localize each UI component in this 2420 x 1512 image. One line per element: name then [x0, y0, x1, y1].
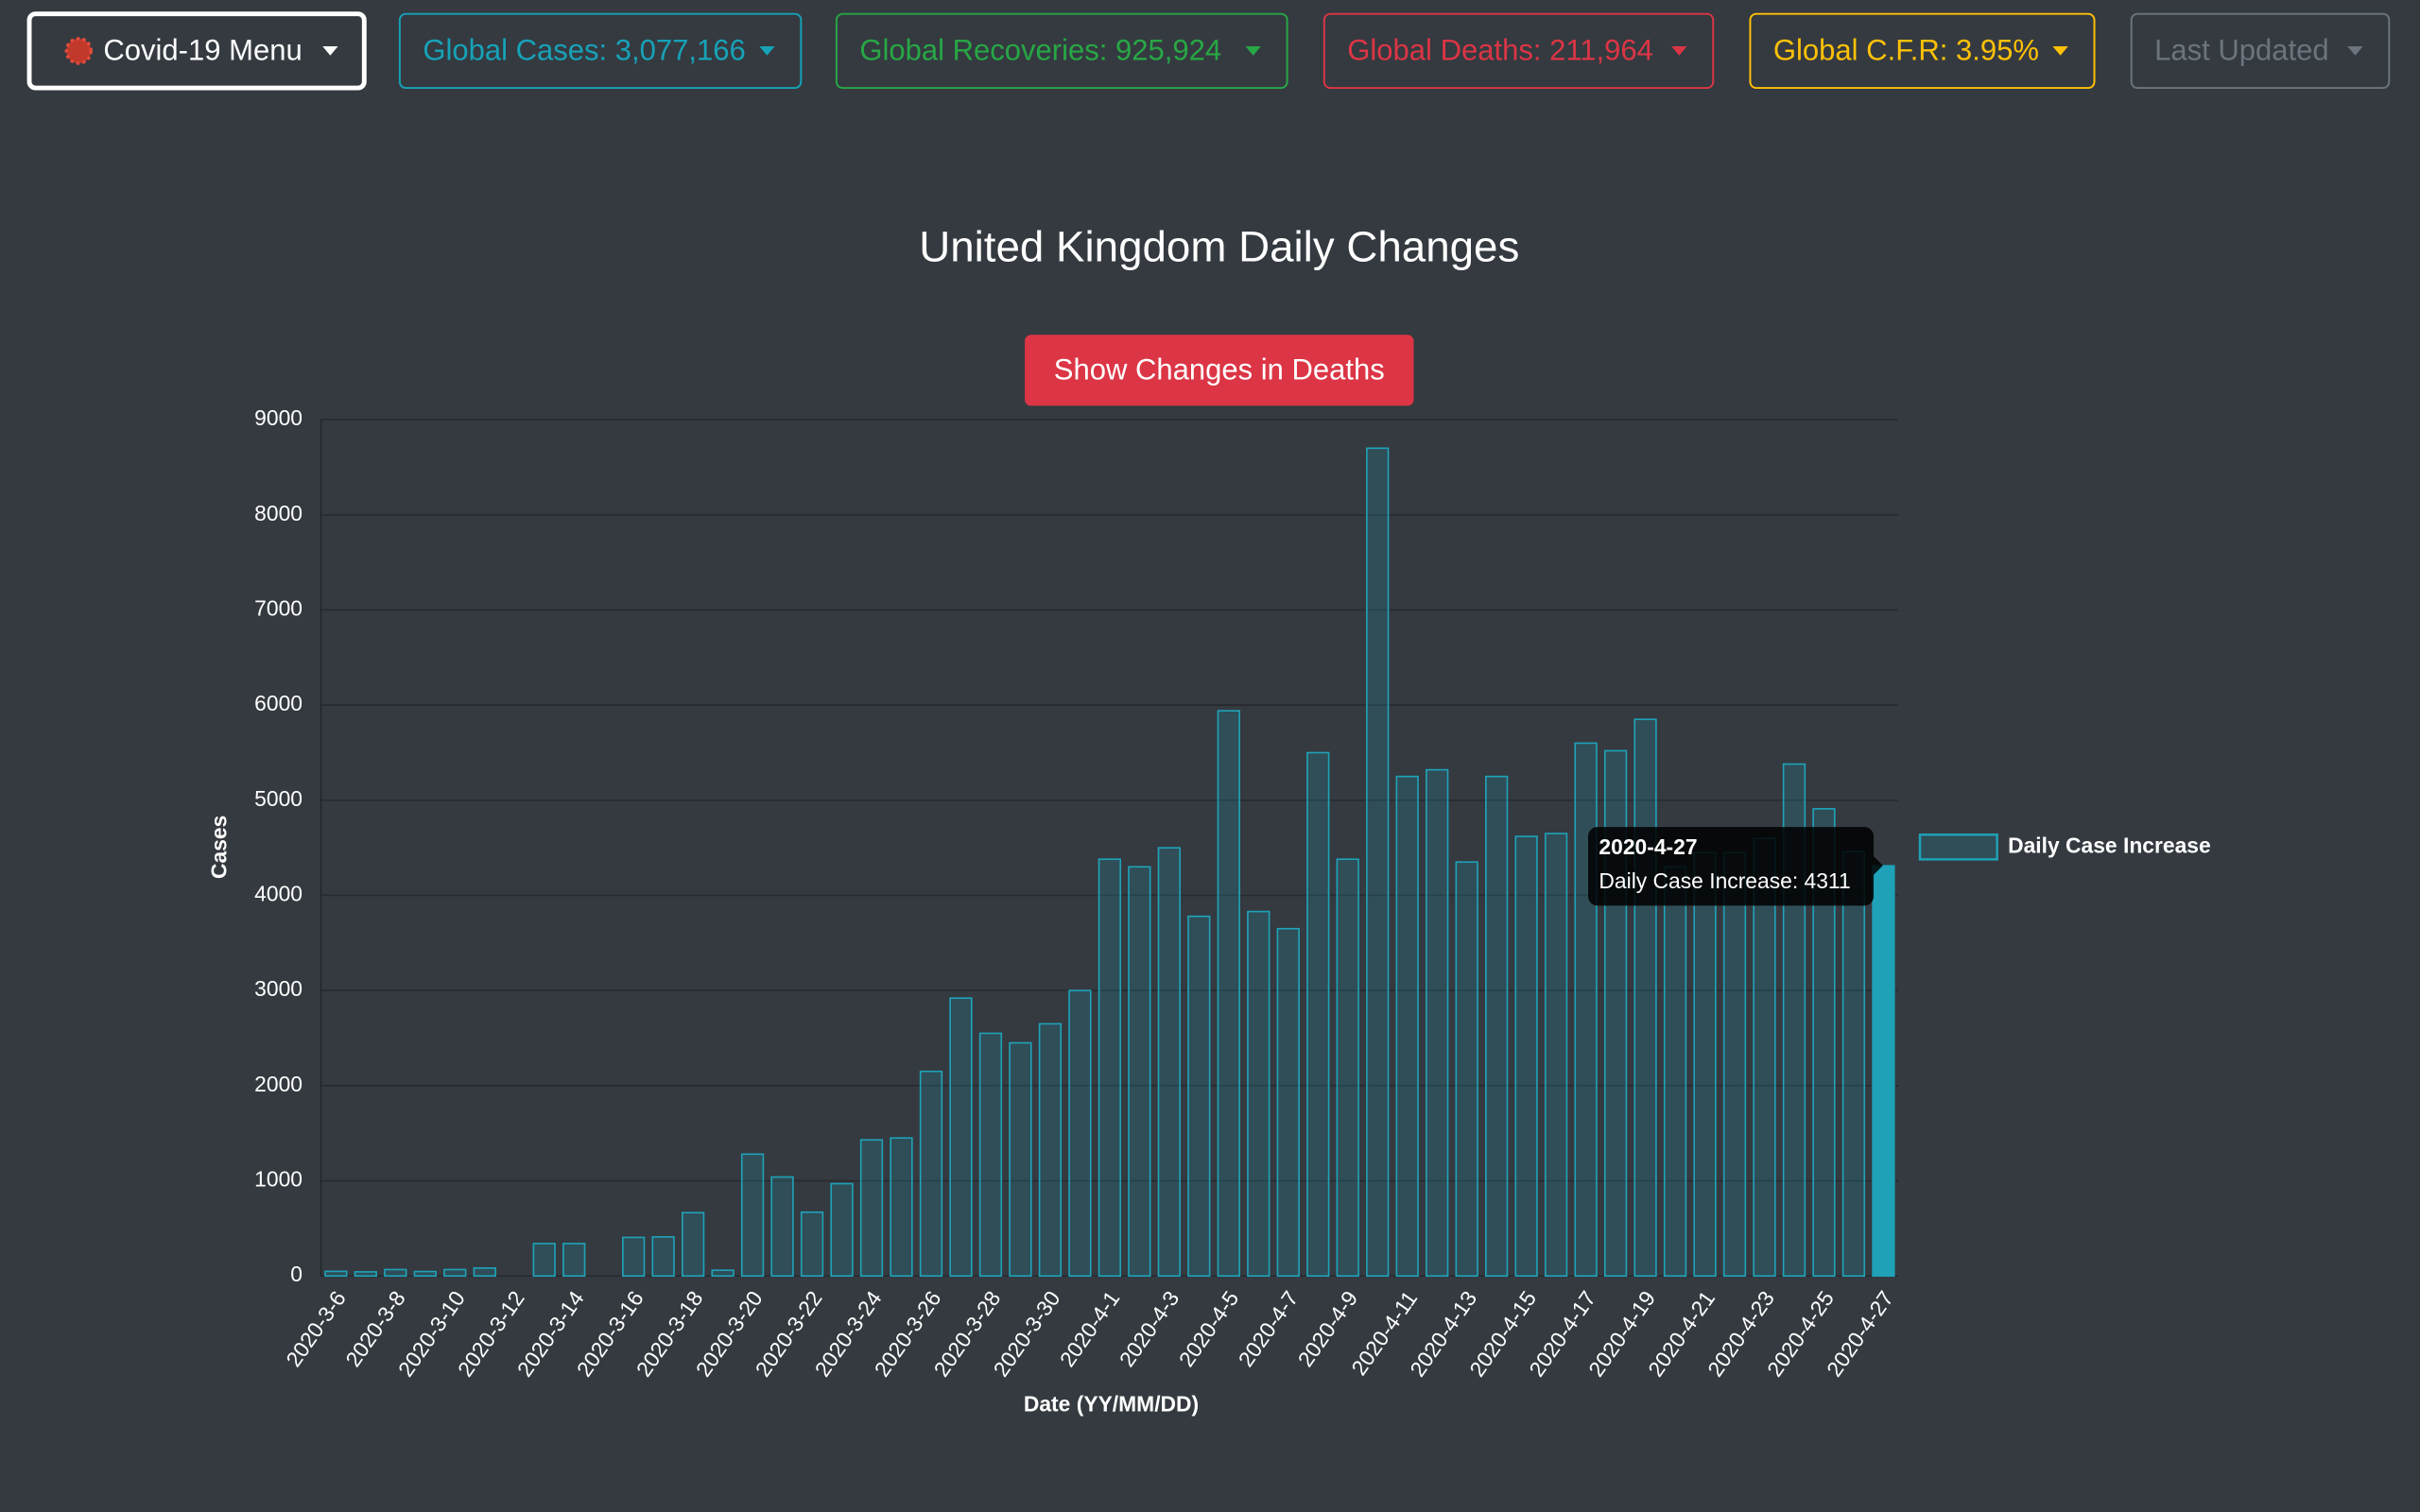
bar — [830, 1182, 854, 1278]
menu-button[interactable] — [2130, 12, 2391, 90]
menu-button-label[interactable]: Last Updated — [2154, 34, 2329, 67]
bar — [1812, 808, 1836, 1278]
tooltip — [1588, 827, 1875, 906]
menu-button-label[interactable]: Global Deaths: 211,964 — [1347, 34, 1653, 67]
bar — [532, 1243, 556, 1278]
y-tick-label: 8000 — [254, 501, 302, 525]
menu-button-label[interactable]: Global Cases: 3,077,166 — [423, 34, 745, 67]
y-axis-label: Cases — [207, 816, 232, 879]
tooltip-arrow — [1874, 856, 1883, 875]
bar — [1098, 858, 1122, 1278]
legend-label: Daily Case Increase — [2008, 833, 2211, 857]
bar — [919, 1070, 943, 1278]
bar — [1157, 847, 1181, 1278]
caret — [2052, 45, 2068, 56]
menu-button[interactable] — [398, 12, 803, 90]
bar — [1574, 742, 1598, 1278]
chart-title: United Kingdom Daily Changes — [919, 223, 1519, 271]
bar — [354, 1271, 377, 1278]
bar — [1068, 989, 1092, 1278]
toggle-button[interactable] — [1025, 335, 1414, 406]
y-tick-label: 1000 — [254, 1167, 302, 1192]
bar — [1276, 927, 1300, 1278]
bar — [1395, 775, 1419, 1278]
bar — [890, 1137, 913, 1278]
tooltip-label: Daily Case Increase: 4311 — [1599, 868, 1850, 893]
bar — [1366, 447, 1390, 1278]
y-tick-label: 2000 — [254, 1072, 302, 1096]
bar — [711, 1269, 735, 1278]
y-tick-label: 3000 — [254, 976, 302, 1001]
menu-button-label[interactable]: Covid-19 Menu — [103, 34, 302, 67]
menu-button[interactable] — [1749, 12, 2096, 90]
virus-icon — [64, 37, 93, 65]
caret — [759, 45, 775, 56]
bar — [651, 1236, 675, 1278]
bar — [1306, 751, 1330, 1278]
caret — [1245, 45, 1261, 56]
caret — [2347, 45, 2363, 56]
y-tick-label: 9000 — [254, 405, 302, 430]
bar — [562, 1243, 586, 1278]
menu-button[interactable] — [26, 11, 367, 91]
bar — [949, 997, 973, 1278]
bar — [324, 1270, 348, 1278]
bar — [1872, 865, 1895, 1278]
caret — [1671, 45, 1687, 56]
bar — [1009, 1041, 1032, 1278]
y-tick-label: 7000 — [254, 595, 302, 620]
bar — [413, 1270, 437, 1278]
bar — [770, 1176, 794, 1278]
x-axis-label: Date (YY/MM/DD) — [1024, 1391, 1199, 1416]
bar — [1544, 833, 1568, 1278]
caret — [322, 45, 338, 56]
bar — [1455, 861, 1478, 1278]
menu-button-label[interactable]: Global Recoveries: 925,924 — [859, 34, 1221, 67]
bar — [800, 1211, 824, 1278]
bar — [443, 1268, 467, 1278]
legend-swatch — [1918, 833, 1998, 861]
y-tick-label: 5000 — [254, 786, 302, 811]
bar — [1038, 1022, 1063, 1278]
menu-button[interactable] — [1322, 12, 1715, 90]
bar — [1514, 835, 1538, 1278]
bar — [1247, 910, 1270, 1278]
bar — [1217, 710, 1240, 1278]
y-tick-label: 6000 — [254, 691, 302, 715]
bar — [1634, 718, 1657, 1278]
bar — [1484, 775, 1509, 1278]
bar — [740, 1153, 765, 1278]
bar — [473, 1267, 496, 1278]
y-tick-label: 4000 — [254, 882, 302, 906]
bar — [978, 1032, 1003, 1278]
bar — [622, 1236, 646, 1278]
tooltip-title: 2020-4-27 — [1599, 834, 1697, 859]
bar — [1336, 858, 1359, 1278]
bar — [1693, 851, 1717, 1278]
bar — [1426, 768, 1449, 1278]
bar — [1841, 850, 1866, 1278]
bar — [859, 1139, 884, 1278]
bar — [1663, 866, 1687, 1278]
menu-button[interactable] — [835, 12, 1288, 90]
bar — [1722, 851, 1747, 1278]
menu-button-label[interactable]: Global C.F.R: 3.95% — [1773, 34, 2039, 67]
bar — [681, 1211, 705, 1278]
bar — [1187, 915, 1211, 1278]
y-tick-label: 0 — [290, 1262, 302, 1286]
bar — [384, 1268, 407, 1278]
bar — [1128, 866, 1151, 1278]
toggle-button-label[interactable]: Show Changes in Deaths — [1054, 353, 1385, 387]
